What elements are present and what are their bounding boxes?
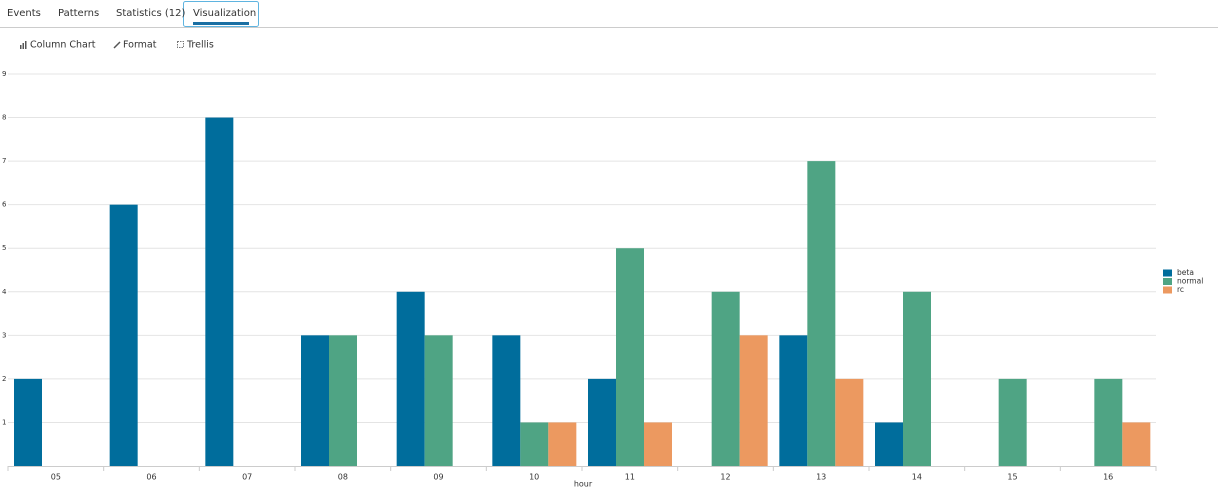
bar xyxy=(424,335,453,466)
tab[interactable]: Visualization xyxy=(193,8,256,19)
x-axis-title: hour xyxy=(574,480,593,489)
x-tick-label: 12 xyxy=(720,473,730,482)
bar xyxy=(396,291,425,466)
y-tick-label: 1 xyxy=(2,418,6,426)
bar xyxy=(492,335,521,466)
bar xyxy=(644,422,672,466)
x-tick-label: 16 xyxy=(1103,473,1113,482)
y-tick-label: 8 xyxy=(2,114,6,122)
bar xyxy=(903,291,931,466)
legend-swatch xyxy=(1163,286,1172,294)
bar xyxy=(1122,422,1151,466)
y-tick-label: 9 xyxy=(2,70,6,78)
bar xyxy=(14,378,42,466)
x-tick-label: 15 xyxy=(1007,473,1017,482)
y-tick-label: 6 xyxy=(2,201,7,209)
bar xyxy=(109,204,138,466)
chart-icon xyxy=(20,41,27,49)
legend-swatch xyxy=(1163,278,1172,285)
y-tick-label: 5 xyxy=(2,244,6,252)
tab[interactable]: Statistics (12) xyxy=(116,8,186,19)
x-tick-label: 11 xyxy=(625,473,635,482)
bar xyxy=(301,335,329,466)
bar xyxy=(1094,378,1123,466)
format-icon xyxy=(113,41,121,49)
legend-label: normal xyxy=(1177,277,1203,286)
y-tick-label: 4 xyxy=(2,288,7,296)
legend-swatch xyxy=(1163,269,1172,277)
x-tick-label: 13 xyxy=(816,473,826,482)
toolbar-button[interactable]: Trellis xyxy=(186,40,214,51)
tab[interactable]: Patterns xyxy=(58,8,99,19)
bar xyxy=(711,291,740,466)
y-tick-label: 2 xyxy=(2,375,6,383)
x-tick-label: 08 xyxy=(338,473,348,482)
bar xyxy=(807,161,836,466)
x-tick-label: 06 xyxy=(146,473,156,482)
bar xyxy=(616,248,644,466)
trellis-icon xyxy=(177,41,184,48)
bar xyxy=(998,378,1027,466)
bar xyxy=(739,335,768,466)
bar xyxy=(588,378,616,466)
x-tick-label: 10 xyxy=(529,473,539,482)
toolbar-button[interactable]: Format xyxy=(123,40,157,51)
active-tab-underline xyxy=(193,22,249,25)
x-tick-label: 05 xyxy=(51,473,61,482)
bar xyxy=(835,378,864,466)
legend-label: rc xyxy=(1177,285,1184,294)
bar xyxy=(520,422,549,466)
toolbar-button[interactable]: Column Chart xyxy=(30,40,96,51)
bar xyxy=(779,335,808,466)
x-tick-label: 14 xyxy=(912,473,922,482)
active-tab-box xyxy=(183,1,259,27)
x-tick-label: 09 xyxy=(433,473,443,482)
bar xyxy=(548,422,577,466)
y-tick-label: 3 xyxy=(2,331,6,339)
bar xyxy=(329,335,357,466)
x-tick-label: 07 xyxy=(242,473,252,482)
legend-label: beta xyxy=(1177,268,1194,277)
y-tick-label: 7 xyxy=(2,157,6,165)
tab[interactable]: Events xyxy=(7,8,41,19)
bar xyxy=(205,117,234,467)
bar xyxy=(875,422,903,466)
